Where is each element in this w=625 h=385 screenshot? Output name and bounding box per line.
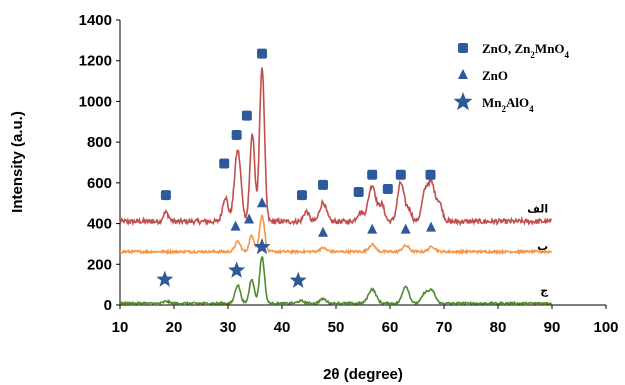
series-curve	[119, 67, 552, 227]
square-marker	[296, 190, 307, 201]
legend-text-part: ZnO	[482, 68, 508, 83]
legend-text-part: AlO	[506, 95, 529, 110]
legend-subscript: 4	[529, 104, 534, 114]
x-tick-label: 100	[593, 319, 618, 336]
x-tick-label: 90	[544, 319, 561, 336]
x-axis-title: 2θ (degree)	[323, 366, 403, 383]
series-curve	[119, 214, 553, 256]
curve-labels: الف ب ج	[527, 202, 548, 297]
y-tick-label: 400	[87, 216, 112, 233]
x-tick-label: 10	[112, 319, 129, 336]
series-curve	[119, 256, 553, 307]
markers	[156, 48, 437, 288]
triangle-marker	[244, 213, 255, 224]
legend-text-part: ZnO, Zn	[482, 41, 531, 56]
y-tick-label: 200	[87, 256, 112, 273]
triangle-marker	[367, 223, 378, 234]
legend-text-part: Mn	[482, 95, 502, 110]
legend-triangle-icon	[458, 69, 468, 79]
star-marker	[253, 238, 271, 255]
x-tick-label: 20	[166, 319, 183, 336]
square-marker	[382, 183, 393, 194]
legend-label: ZnO, Zn2MnO4	[482, 41, 570, 60]
legend-label: ZnO	[482, 68, 508, 83]
axes: 0 200 400 600 800 1000 1200 1400 10 20 30 40 50 60 70 8…	[79, 12, 619, 336]
x-tick-label: 40	[274, 319, 291, 336]
x-tick-label: 50	[328, 319, 345, 336]
curves	[119, 67, 553, 307]
curve-label: الف	[527, 202, 548, 215]
square-marker	[160, 190, 171, 201]
y-tick-label: 1000	[79, 93, 112, 110]
star-marker	[228, 261, 246, 278]
x-tick-label: 30	[220, 319, 237, 336]
square-marker	[231, 130, 242, 141]
x-tick-label: 60	[382, 319, 399, 336]
square-marker	[367, 169, 378, 180]
square-marker	[241, 110, 252, 121]
curve-label: ب	[537, 240, 548, 253]
triangle-marker	[426, 221, 437, 232]
star-marker	[156, 270, 174, 287]
y-axis-title: Intensity (a.u.)	[9, 111, 26, 213]
square-marker	[318, 179, 329, 190]
y-tick-label: 1400	[79, 12, 112, 29]
square-marker	[353, 187, 364, 198]
star-marker	[289, 271, 307, 288]
square-marker	[257, 48, 268, 59]
y-tick-label: 600	[87, 175, 112, 192]
legend-subscript: 2	[502, 104, 507, 114]
legend-subscript: 4	[565, 50, 570, 60]
triangle-marker	[318, 226, 329, 237]
y-tick-label: 1200	[79, 53, 112, 70]
y-tick-label: 0	[104, 297, 112, 314]
y-tick-label: 800	[87, 134, 112, 151]
triangle-marker	[230, 220, 241, 231]
legend-subscript: 2	[530, 50, 535, 60]
square-marker	[395, 169, 406, 180]
curve-label: ج	[540, 284, 548, 298]
legend-label: Mn2AlO4	[482, 95, 534, 114]
triangle-marker	[400, 223, 411, 234]
triangle-marker	[257, 197, 268, 208]
x-tick-label: 70	[436, 319, 453, 336]
x-tick-label: 80	[490, 319, 507, 336]
legend-star-icon	[453, 92, 473, 111]
square-marker	[219, 158, 230, 169]
legend-text-part: MnO	[535, 41, 565, 56]
square-marker	[425, 169, 436, 180]
legend-square-icon	[458, 43, 468, 53]
